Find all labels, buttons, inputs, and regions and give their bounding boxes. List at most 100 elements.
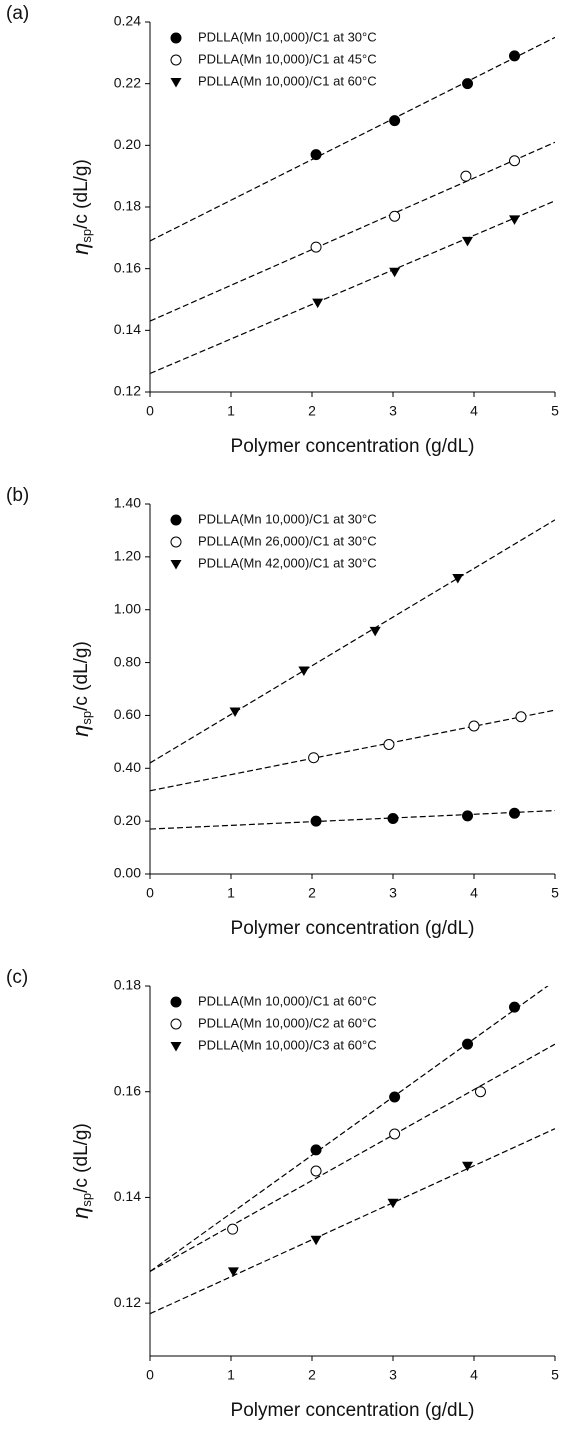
- y-tick-label: 1.40: [114, 495, 141, 511]
- marker: [509, 807, 520, 819]
- marker: [462, 1161, 474, 1172]
- y-tick-label: 0.20: [114, 136, 141, 152]
- panel: 0.12 0.14 0.16 0.18 0.20 0.22 0.24 0 1 2 3 4 5 Polyme…: [6, 3, 559, 457]
- y-tick-label: 0.40: [114, 759, 141, 775]
- marker: [389, 210, 401, 222]
- legend-label: PDLLA(Mn 10,000)/C1 at 30°C: [198, 29, 377, 44]
- panel-label: (a): [6, 3, 29, 24]
- fit-line: [150, 141, 555, 322]
- marker: [509, 155, 520, 167]
- marker: [369, 626, 381, 637]
- x-tick-label: 4: [470, 885, 478, 901]
- x-tick-label: 3: [389, 1367, 397, 1383]
- y-title-symbol: η: [68, 1207, 93, 1219]
- legend-label: PDLLA(Mn 10,000)/C1 at 45°C: [198, 51, 377, 66]
- x-tick-label: 3: [389, 885, 397, 901]
- y-tick-label: 0.20: [114, 812, 141, 828]
- marker: [310, 1235, 322, 1246]
- y-tick-label: 0.14: [114, 321, 141, 337]
- y-title-text: /c (dL/g): [71, 1123, 92, 1193]
- fit-line: [150, 1043, 555, 1272]
- marker: [310, 815, 322, 827]
- marker: [474, 1086, 486, 1098]
- legend-label: PDLLA(Mn 10,000)/C3 at 60°C: [198, 1037, 377, 1052]
- marker: [387, 813, 399, 824]
- marker: [310, 1144, 322, 1156]
- x-tick-label: 0: [146, 1367, 154, 1383]
- legend-label: PDLLA(Mn 10,000)/C1 at 30°C: [198, 511, 377, 526]
- marker: [229, 707, 241, 717]
- y-axis-title: ηsp/c (dL/g): [68, 1123, 95, 1219]
- marker: [452, 574, 464, 584]
- y-axis-title: ηsp/c (dL/g): [68, 159, 95, 255]
- panel-label: (b): [6, 485, 29, 506]
- y-tick-label: 0.16: [114, 259, 141, 275]
- marker: [462, 236, 474, 247]
- marker: [509, 50, 520, 62]
- panel: 0.12 0.14 0.16 0.18 0 1 2 3 4 5 Polymer concentrat…: [6, 967, 559, 1421]
- marker: [389, 115, 401, 127]
- legend-label: PDLLA(Mn 10,000)/C1 at 60°C: [198, 73, 377, 88]
- x-tick-label: 4: [470, 1367, 478, 1383]
- y-tick-label: 0.60: [114, 706, 141, 722]
- x-tick-label: 3: [389, 403, 397, 419]
- x-tick-label: 0: [146, 885, 154, 901]
- legend-marker: [170, 560, 182, 570]
- fit-line: [150, 986, 549, 1272]
- x-tick-label: 5: [551, 885, 559, 901]
- x-tick-label: 5: [551, 403, 559, 419]
- y-tick-label: 0.14: [114, 1188, 141, 1204]
- legend-marker: [170, 32, 182, 44]
- legend-marker: [170, 536, 182, 548]
- y-tick-label: 0.18: [114, 977, 141, 993]
- legend-marker: [170, 1018, 182, 1030]
- marker: [227, 1267, 239, 1277]
- y-title-symbol: η: [68, 725, 93, 737]
- y-title-text: /c (dL/g): [71, 641, 92, 711]
- legend-marker: [170, 996, 182, 1008]
- x-tick-label: 1: [227, 1367, 235, 1383]
- marker: [310, 241, 322, 253]
- y-tick-label: 1.00: [114, 600, 141, 616]
- y-tick-label: 0.16: [114, 1082, 141, 1098]
- fit-line: [150, 36, 555, 242]
- fit-line: [150, 200, 555, 375]
- marker: [462, 78, 474, 90]
- y-axis-title: ηsp/c (dL/g): [68, 641, 95, 737]
- marker: [312, 298, 324, 309]
- marker: [298, 666, 310, 676]
- panel: 0.00 0.20 0.40 0.60 0.80 1.00 1.20 1.40 0 1 2 3 4 5 Po…: [6, 485, 559, 939]
- legend-label: PDLLA(Mn 10,000)/C2 at 60°C: [198, 1015, 377, 1030]
- x-axis-title: Polymer concentration (g/dL): [231, 436, 475, 457]
- x-tick-label: 2: [308, 403, 316, 419]
- marker: [310, 1165, 322, 1177]
- marker: [310, 149, 322, 161]
- marker: [462, 810, 474, 822]
- x-tick-label: 1: [227, 403, 235, 419]
- marker: [468, 720, 480, 732]
- marker: [387, 1198, 399, 1209]
- y-tick-label: 0.80: [114, 653, 141, 669]
- y-title-subscript: sp: [79, 711, 94, 725]
- marker: [509, 1001, 520, 1013]
- y-tick-label: 1.20: [114, 548, 141, 564]
- marker: [389, 1091, 401, 1103]
- x-tick-label: 0: [146, 403, 154, 419]
- y-title-subscript: sp: [79, 229, 94, 243]
- legend-label: PDLLA(Mn 26,000)/C1 at 30°C: [198, 533, 377, 548]
- marker: [460, 170, 472, 182]
- x-axis-title: Polymer concentration (g/dL): [231, 918, 475, 939]
- marker: [509, 215, 520, 225]
- y-tick-label: 0.12: [114, 383, 141, 399]
- marker: [389, 267, 401, 278]
- marker: [515, 711, 527, 723]
- x-tick-label: 2: [308, 885, 316, 901]
- fit-line: [150, 519, 555, 764]
- x-tick-label: 1: [227, 885, 235, 901]
- y-title-symbol: η: [68, 243, 93, 255]
- y-tick-label: 0.22: [114, 74, 141, 90]
- y-tick-label: 0.00: [114, 865, 141, 881]
- marker: [389, 1128, 401, 1140]
- x-tick-label: 2: [308, 1367, 316, 1383]
